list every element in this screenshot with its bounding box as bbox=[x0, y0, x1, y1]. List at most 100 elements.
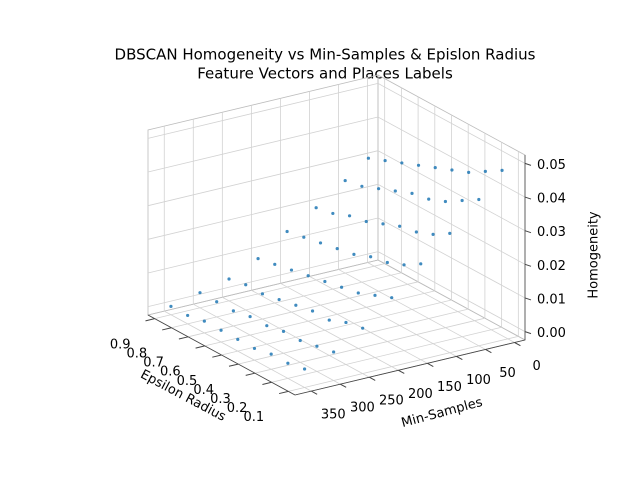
data-point bbox=[352, 252, 356, 256]
grid-line bbox=[147, 251, 379, 307]
grid-line bbox=[377, 116, 526, 198]
data-point bbox=[314, 206, 318, 210]
data-point bbox=[369, 255, 373, 259]
data-point bbox=[302, 235, 306, 239]
data-point bbox=[410, 191, 414, 195]
grid-line bbox=[147, 83, 379, 139]
grid-line bbox=[251, 289, 399, 371]
y-tick-mark bbox=[456, 355, 463, 361]
data-point bbox=[339, 285, 344, 289]
data-point bbox=[298, 338, 302, 343]
data-point bbox=[186, 313, 190, 318]
data-point bbox=[227, 277, 231, 281]
data-point bbox=[402, 263, 406, 267]
grid-line bbox=[309, 276, 457, 357]
grid-line bbox=[164, 310, 312, 392]
grid-line bbox=[238, 308, 469, 365]
data-point bbox=[431, 232, 435, 236]
data-point bbox=[244, 283, 248, 287]
data-point bbox=[286, 361, 290, 365]
data-point bbox=[400, 161, 404, 165]
data-point bbox=[376, 187, 381, 191]
chart-title: DBSCAN Homogeneity vs Min-Samples & Epis… bbox=[115, 46, 536, 64]
data-point bbox=[427, 197, 431, 201]
grid-line bbox=[254, 317, 486, 374]
data-point bbox=[414, 230, 418, 234]
x-tick-mark bbox=[162, 327, 172, 331]
grid-line bbox=[147, 183, 379, 240]
grid-line bbox=[204, 290, 435, 347]
data-point bbox=[373, 293, 377, 297]
grid-line bbox=[280, 282, 428, 364]
data-point bbox=[361, 326, 365, 330]
data-point bbox=[248, 314, 252, 319]
data-point bbox=[277, 297, 281, 302]
y-tick-mark bbox=[340, 383, 347, 388]
z-tick-mark bbox=[524, 297, 532, 301]
grid-line bbox=[221, 299, 452, 356]
data-point bbox=[289, 268, 294, 272]
y-tick-label: 50 bbox=[499, 366, 516, 381]
data-point bbox=[450, 168, 454, 172]
y-tick-label: 200 bbox=[408, 387, 433, 402]
grid-line bbox=[288, 335, 519, 392]
data-point bbox=[327, 318, 331, 322]
grid-line bbox=[367, 262, 515, 343]
z-tick-mark bbox=[524, 230, 532, 234]
data-point bbox=[483, 169, 487, 173]
grid-line bbox=[377, 83, 526, 164]
z-tick-label: 0.03 bbox=[537, 225, 566, 240]
x-tick-mark bbox=[262, 381, 272, 385]
x-tick-label: 0.4 bbox=[193, 383, 214, 398]
z-tick-mark bbox=[524, 196, 532, 200]
data-point bbox=[500, 168, 504, 172]
data-point bbox=[343, 178, 347, 183]
x-tick-label: 0.7 bbox=[143, 356, 164, 371]
y-tick-mark bbox=[311, 390, 318, 395]
data-point bbox=[385, 260, 389, 265]
data-point bbox=[460, 198, 464, 203]
data-point bbox=[467, 170, 471, 174]
x-tick-label: 0.1 bbox=[243, 410, 264, 425]
x-tick-label: 0.2 bbox=[227, 401, 248, 416]
data-point bbox=[433, 166, 437, 170]
x-tick-label: 0.8 bbox=[127, 346, 148, 361]
data-point bbox=[318, 241, 323, 245]
x-tick-mark bbox=[228, 363, 239, 367]
z-tick-label: 0.02 bbox=[537, 259, 566, 274]
data-point bbox=[202, 319, 206, 323]
z-tick-label: 0.04 bbox=[537, 192, 566, 207]
y-tick-mark bbox=[485, 349, 492, 354]
data-point bbox=[448, 231, 452, 235]
data-point bbox=[265, 324, 269, 328]
data-point bbox=[198, 291, 202, 295]
data-point bbox=[356, 291, 360, 295]
x-tick-mark bbox=[212, 354, 222, 358]
data-point bbox=[364, 219, 368, 224]
y-tick-mark bbox=[369, 376, 376, 381]
data-point bbox=[252, 346, 257, 351]
y-tick-label: 350 bbox=[321, 408, 346, 423]
x-tick-mark bbox=[178, 336, 189, 340]
data-point bbox=[236, 337, 240, 341]
x-tick-label: 0.6 bbox=[160, 365, 181, 380]
grid-line bbox=[222, 296, 370, 378]
y-tick-label: 250 bbox=[379, 394, 404, 409]
data-point bbox=[273, 262, 277, 266]
data-point bbox=[390, 296, 394, 300]
data-point bbox=[419, 262, 423, 266]
data-point bbox=[219, 328, 223, 332]
grid-line bbox=[187, 281, 419, 338]
data-point bbox=[302, 367, 307, 371]
data-point bbox=[383, 158, 387, 163]
grid-line bbox=[147, 116, 379, 173]
grid-line bbox=[147, 217, 379, 274]
grid-line bbox=[147, 150, 379, 207]
grid-line bbox=[338, 269, 486, 350]
data-point bbox=[344, 320, 348, 325]
data-point bbox=[347, 214, 352, 218]
data-point bbox=[260, 292, 265, 296]
data-point bbox=[256, 256, 260, 261]
x-tick-label: 0.5 bbox=[177, 374, 198, 389]
grid-line bbox=[171, 272, 402, 329]
